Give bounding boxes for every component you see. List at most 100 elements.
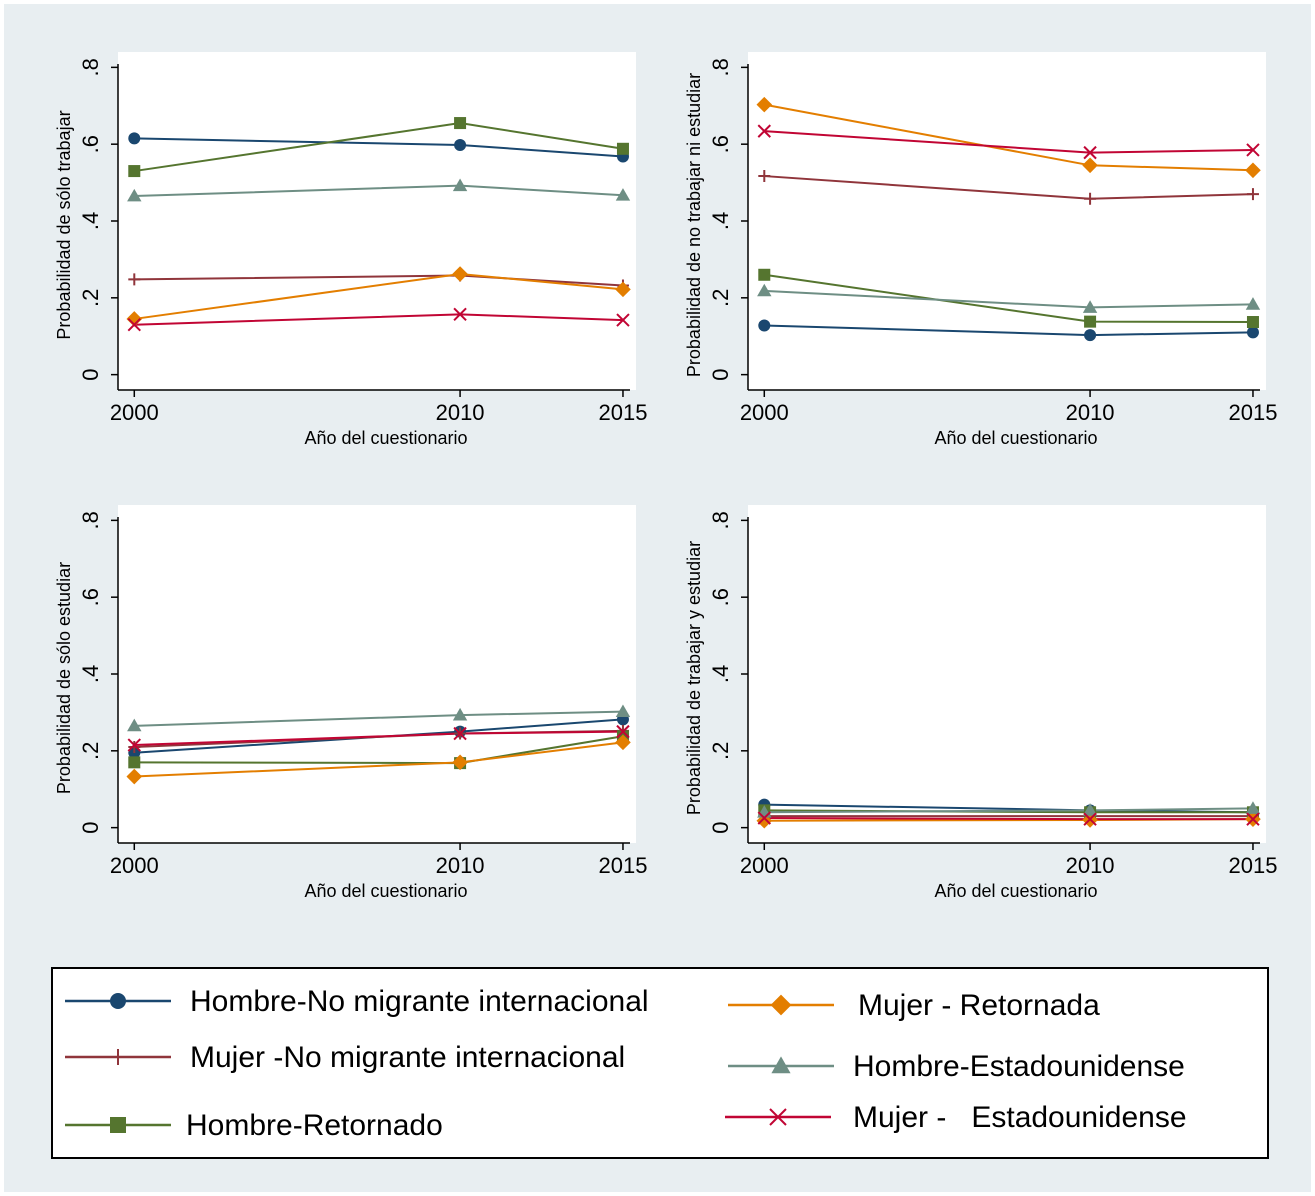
marker: [452, 754, 468, 771]
marker: [1246, 188, 1259, 201]
marker: [757, 124, 771, 138]
marker: [110, 993, 126, 1009]
marker: [1082, 300, 1098, 313]
x-tick-label: 2015: [598, 400, 647, 425]
marker: [454, 138, 467, 151]
y-tick-label: .6: [78, 588, 103, 606]
marker: [454, 117, 467, 130]
marker: [127, 738, 141, 752]
marker: [1082, 803, 1098, 816]
marker: [1082, 157, 1098, 174]
plot-area: [748, 505, 1266, 843]
y-tick-label: 0: [708, 822, 733, 834]
marker: [452, 178, 468, 192]
series-line: [764, 817, 1253, 821]
legend-label: Mujer -No migrante internacional: [190, 1041, 625, 1074]
legend-label: Mujer - Retornada: [858, 989, 1100, 1022]
marker: [615, 704, 631, 718]
marker: [615, 188, 631, 201]
y-tick-label: .2: [708, 289, 733, 307]
legend-label: Mujer - Estadounidense: [853, 1101, 1187, 1134]
y-tick-label: .6: [78, 135, 103, 153]
marker: [128, 756, 141, 769]
marker: [758, 268, 771, 281]
x-tick-label: 2015: [1228, 853, 1277, 878]
x-tick-label: 2000: [740, 853, 789, 878]
y-tick-label: .2: [78, 742, 103, 760]
y-tick-label: 0: [78, 369, 103, 381]
legend-box: [51, 967, 1269, 1159]
marker: [1246, 812, 1260, 826]
marker: [616, 142, 629, 155]
y-tick-label: .4: [708, 212, 733, 230]
y-tick-label: .8: [78, 511, 103, 529]
y-axis-title: Probabilidad de trabajar y estudiar: [684, 541, 704, 815]
x-axis-title: Año del cuestionario: [934, 428, 1097, 448]
marker: [616, 313, 630, 327]
marker: [128, 273, 141, 286]
marker: [127, 317, 141, 332]
y-tick-label: .6: [708, 135, 733, 153]
marker: [758, 319, 771, 332]
marker: [128, 740, 141, 753]
marker: [756, 96, 773, 113]
marker: [757, 811, 771, 825]
y-tick-label: .4: [78, 212, 103, 230]
y-tick-label: .4: [78, 665, 103, 683]
x-tick-label: 2010: [1066, 853, 1115, 878]
marker: [127, 718, 142, 732]
marker: [771, 1056, 791, 1074]
x-axis-title: Año del cuestionario: [934, 881, 1097, 901]
marker: [453, 307, 467, 322]
x-axis-title: Año del cuestionario: [304, 428, 467, 448]
marker: [452, 266, 468, 282]
marker: [1083, 812, 1097, 826]
x-tick-label: 2010: [436, 400, 485, 425]
x-axis-title: Año del cuestionario: [304, 881, 467, 901]
marker: [1246, 316, 1259, 329]
x-tick-label: 2000: [740, 400, 789, 425]
marker: [128, 165, 141, 178]
legend-label: Hombre-Estadounidense: [853, 1050, 1185, 1083]
marker: [770, 994, 792, 1016]
marker: [616, 724, 630, 739]
y-axis-title: Probabilidad de no trabajar ni estudiar: [684, 73, 704, 377]
marker: [757, 283, 772, 297]
marker: [453, 726, 467, 741]
legend-label: Hombre-No migrante internacional: [190, 985, 649, 1018]
y-axis-title: Probabilidad de sólo trabajar: [54, 110, 74, 339]
marker: [1245, 297, 1261, 310]
marker: [110, 1117, 126, 1133]
y-tick-label: .2: [708, 742, 733, 760]
marker: [769, 1108, 787, 1126]
y-axis-title: Probabilidad de sólo estudiar: [54, 562, 74, 794]
y-tick-label: .4: [708, 665, 733, 683]
plot-area: [748, 52, 1266, 390]
y-tick-label: .8: [708, 58, 733, 76]
x-tick-label: 2015: [598, 853, 647, 878]
x-tick-label: 2000: [110, 400, 159, 425]
y-tick-label: .2: [78, 289, 103, 307]
marker: [1245, 162, 1261, 179]
marker: [1084, 192, 1097, 205]
plot-area: [118, 52, 636, 390]
y-tick-label: .8: [708, 511, 733, 529]
y-tick-label: .8: [78, 58, 103, 76]
x-tick-label: 2015: [1228, 400, 1277, 425]
marker: [1246, 326, 1259, 339]
marker: [1246, 143, 1260, 157]
x-tick-label: 2000: [110, 853, 159, 878]
plot-area: [118, 505, 636, 843]
x-tick-label: 2010: [1066, 400, 1115, 425]
legend-label: Hombre-Retornado: [186, 1109, 443, 1142]
marker: [127, 188, 142, 202]
y-tick-label: 0: [78, 822, 103, 834]
marker: [1245, 801, 1261, 814]
x-tick-label: 2010: [436, 853, 485, 878]
marker: [128, 132, 141, 145]
marker: [1084, 329, 1097, 342]
marker: [758, 170, 771, 183]
marker: [126, 311, 143, 327]
